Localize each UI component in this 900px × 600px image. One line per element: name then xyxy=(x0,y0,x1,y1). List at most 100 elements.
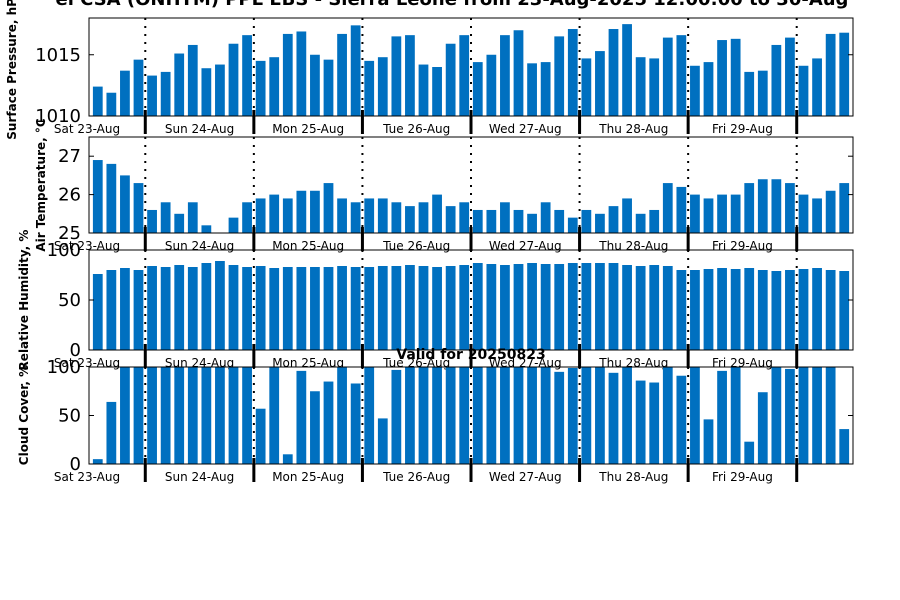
bar xyxy=(825,367,836,464)
bar xyxy=(690,367,700,464)
bar xyxy=(106,163,117,233)
bar xyxy=(500,367,510,464)
bar xyxy=(839,32,850,117)
bar xyxy=(472,209,483,233)
bar xyxy=(459,35,470,116)
bar xyxy=(187,367,198,464)
bar xyxy=(364,198,375,233)
day-label: Tue 26-Aug xyxy=(382,470,450,484)
bar xyxy=(717,40,727,116)
bar xyxy=(703,62,714,116)
bar xyxy=(486,367,497,464)
bar xyxy=(323,381,334,464)
bar xyxy=(513,30,524,116)
bar xyxy=(513,209,524,233)
bar xyxy=(405,265,415,350)
bar xyxy=(581,58,592,116)
y-tick-label: 26 xyxy=(58,185,81,206)
bar xyxy=(133,59,144,116)
bar xyxy=(635,57,646,116)
y-tick-label: 25 xyxy=(58,223,81,244)
y-tick-label: 1015 xyxy=(35,45,81,66)
bar xyxy=(744,441,755,464)
bar xyxy=(174,367,185,464)
day-label: Fri 29-Aug xyxy=(712,470,773,484)
bar xyxy=(242,202,252,233)
y-axis-label: Cloud Cover, % xyxy=(17,365,31,465)
bar xyxy=(730,269,741,350)
panel-air-temperature: 25 26 27 Sat 23-Aug Sun 24-Aug Mon 25-Aug Tue … xyxy=(34,118,854,253)
y-axis-label: Relative Humidity, % xyxy=(17,230,31,371)
bar xyxy=(228,367,239,464)
bar xyxy=(350,267,361,350)
bar xyxy=(174,213,185,233)
bar xyxy=(717,268,727,350)
bar xyxy=(567,217,578,233)
day-label: Thu 28-Aug xyxy=(598,239,668,253)
bar xyxy=(418,202,429,233)
bar xyxy=(337,198,347,233)
bar xyxy=(201,367,212,464)
bar xyxy=(296,190,307,233)
y-tick-label: 27 xyxy=(58,146,81,167)
bar xyxy=(472,62,483,116)
bar xyxy=(215,261,225,350)
bar xyxy=(282,33,293,116)
bar xyxy=(757,270,768,350)
bar xyxy=(215,367,225,464)
bar xyxy=(500,202,510,233)
bar xyxy=(825,190,836,233)
bar xyxy=(703,419,714,464)
day-label: Fri 29-Aug xyxy=(712,239,773,253)
day-label: Tue 26-Aug xyxy=(382,239,450,253)
day-label: Tue 26-Aug xyxy=(382,122,450,136)
bar xyxy=(676,186,687,233)
y-tick-label: 1010 xyxy=(35,106,81,127)
bar xyxy=(323,267,334,350)
bar xyxy=(798,269,809,350)
bar xyxy=(798,194,809,233)
bar xyxy=(147,367,157,464)
bar xyxy=(432,67,442,116)
bar xyxy=(269,367,280,464)
bar xyxy=(703,198,714,233)
bar xyxy=(432,367,442,464)
bar xyxy=(825,270,836,350)
y-tick-label: 0 xyxy=(70,454,81,475)
bar xyxy=(133,270,144,350)
bar xyxy=(228,217,239,233)
bar xyxy=(160,71,171,116)
bar xyxy=(690,270,700,350)
bar xyxy=(554,209,565,233)
bar xyxy=(255,408,266,464)
bar xyxy=(690,65,700,116)
bar xyxy=(744,268,755,350)
bar xyxy=(310,267,320,350)
bar xyxy=(391,36,402,117)
bar xyxy=(459,202,470,233)
bar xyxy=(323,183,334,233)
bar xyxy=(785,270,795,350)
bar xyxy=(255,198,266,233)
bar xyxy=(337,33,347,116)
bar xyxy=(147,209,157,233)
bar xyxy=(676,270,687,350)
bar xyxy=(296,31,307,117)
bar xyxy=(92,274,103,350)
bar xyxy=(282,267,293,350)
bar xyxy=(472,367,483,464)
bar xyxy=(676,375,687,464)
bar xyxy=(812,198,822,233)
day-label: Mon 25-Aug xyxy=(272,356,344,370)
bar xyxy=(364,267,375,350)
bar xyxy=(391,202,402,233)
bar xyxy=(120,175,130,233)
bar xyxy=(595,263,605,350)
bar xyxy=(310,54,320,116)
bar xyxy=(798,65,809,116)
bar xyxy=(595,213,605,233)
bar xyxy=(147,75,157,116)
day-label: Fri 29-Aug xyxy=(712,122,773,136)
day-label: Sun 24-Aug xyxy=(165,122,234,136)
bar xyxy=(120,70,130,116)
